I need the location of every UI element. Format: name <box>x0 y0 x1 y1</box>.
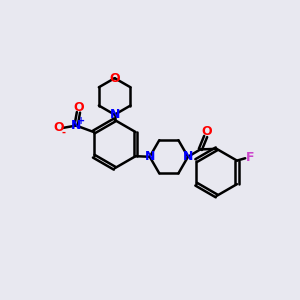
Text: N: N <box>183 150 193 163</box>
Text: N: N <box>71 119 81 132</box>
Text: O: O <box>110 72 120 85</box>
Text: -: - <box>61 127 65 137</box>
Text: O: O <box>53 121 64 134</box>
Text: N: N <box>145 150 155 163</box>
Text: F: F <box>246 151 254 164</box>
Text: +: + <box>77 116 85 126</box>
Text: O: O <box>201 125 211 138</box>
Text: N: N <box>110 108 120 121</box>
Text: O: O <box>73 101 84 114</box>
